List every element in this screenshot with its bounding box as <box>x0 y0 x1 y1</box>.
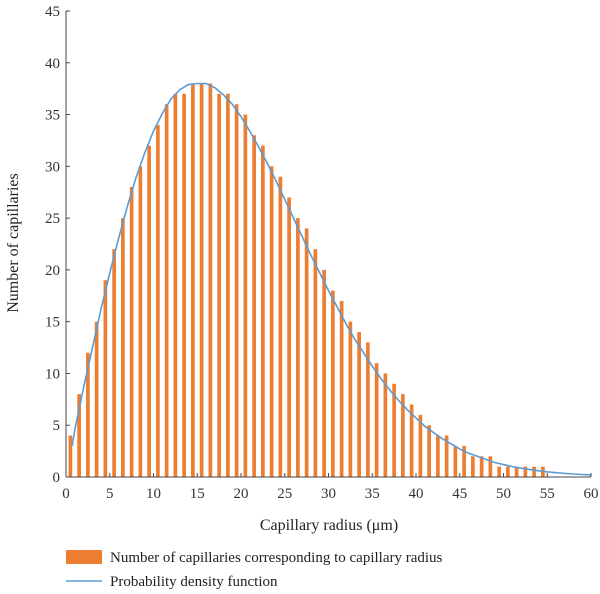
x-tick-label: 15 <box>190 486 205 502</box>
bar <box>252 135 256 477</box>
x-tick-label: 10 <box>146 486 161 502</box>
bar <box>366 342 370 477</box>
y-ticks: 0 5 10 15 20 25 30 35 40 45 <box>45 4 70 486</box>
bar <box>497 466 501 477</box>
y-tick-label: 10 <box>45 366 60 382</box>
x-tick-label: 45 <box>452 486 467 502</box>
y-axis-title: Number of capillaries <box>5 173 22 313</box>
bar <box>304 228 309 477</box>
bar <box>199 83 204 478</box>
bar <box>173 93 178 477</box>
bar <box>234 104 239 477</box>
bar <box>278 176 283 477</box>
bar <box>444 435 449 477</box>
y-tick-label: 45 <box>45 4 60 20</box>
bar <box>383 373 388 477</box>
bar <box>488 456 493 477</box>
bar-series <box>68 83 545 478</box>
bar <box>479 456 484 477</box>
bar <box>147 145 151 477</box>
legend-bar-label: Number of capillaries corresponding to c… <box>110 550 443 566</box>
y-tick-label: 0 <box>53 470 61 486</box>
bar <box>261 145 265 477</box>
y-tick-label: 20 <box>45 263 60 279</box>
x-tick-label: 50 <box>496 486 511 502</box>
bar <box>164 104 169 477</box>
bar <box>331 290 335 477</box>
y-tick-label: 5 <box>53 418 61 434</box>
bar <box>339 300 344 477</box>
x-tick-label: 20 <box>234 486 249 502</box>
bar <box>86 352 90 477</box>
bar <box>436 435 440 477</box>
bar <box>313 249 318 477</box>
bar <box>409 404 414 477</box>
x-tick-label: 60 <box>584 486 599 502</box>
bar <box>121 218 125 478</box>
bar <box>208 83 213 478</box>
x-tick-label: 0 <box>62 486 70 502</box>
x-tick-label: 40 <box>409 486 424 502</box>
x-tick-label: 5 <box>106 486 114 502</box>
x-tick-label: 30 <box>321 486 336 502</box>
legend: Number of capillaries corresponding to c… <box>66 550 443 590</box>
bar <box>68 435 73 477</box>
bar <box>217 93 221 477</box>
bar <box>112 249 116 477</box>
y-tick-label: 35 <box>45 108 60 124</box>
bar <box>103 280 108 477</box>
bar <box>348 321 353 477</box>
bar <box>191 83 195 478</box>
bar <box>471 456 475 477</box>
bar <box>427 425 431 477</box>
y-tick-label: 25 <box>45 211 60 227</box>
pdf-line <box>71 82 592 476</box>
bar <box>77 394 81 477</box>
y-tick-label: 15 <box>45 315 60 331</box>
bar <box>226 93 230 477</box>
bar <box>532 466 536 477</box>
x-tick-label: 35 <box>365 486 380 502</box>
bar <box>182 93 186 477</box>
bar <box>374 363 379 477</box>
x-ticks: 0 5 10 15 20 25 30 35 40 45 50 55 60 <box>62 473 599 502</box>
y-tick-label: 30 <box>45 159 60 175</box>
bar <box>296 218 300 478</box>
bar <box>156 124 160 477</box>
legend-line-label: Probability density function <box>110 574 278 590</box>
bar <box>243 114 248 477</box>
bar <box>514 466 519 477</box>
x-tick-label: 55 <box>540 486 555 502</box>
bar <box>269 166 274 477</box>
bar <box>322 269 326 477</box>
bar <box>392 383 396 477</box>
bar <box>453 445 458 477</box>
bar <box>357 332 361 477</box>
y-tick-label: 40 <box>45 56 60 72</box>
x-tick-label: 25 <box>277 486 292 502</box>
bar <box>138 166 143 477</box>
bar <box>129 187 134 478</box>
bar <box>94 321 99 477</box>
x-axis-title: Capillary radius (μm) <box>260 517 398 534</box>
bar <box>462 445 466 477</box>
bar <box>523 466 528 477</box>
bar <box>287 197 291 477</box>
bar <box>401 394 405 477</box>
legend-bar-swatch <box>66 550 102 564</box>
bar <box>506 466 510 477</box>
bar <box>418 414 423 477</box>
